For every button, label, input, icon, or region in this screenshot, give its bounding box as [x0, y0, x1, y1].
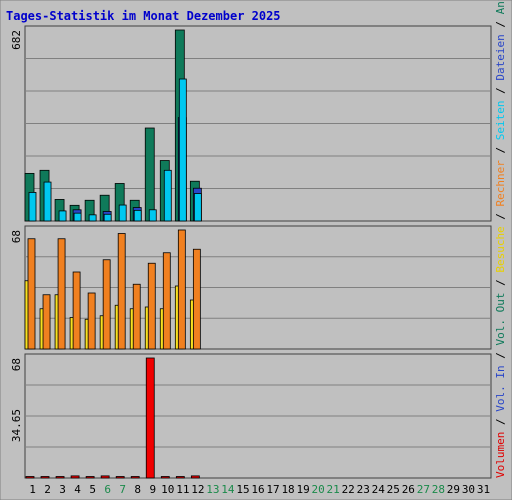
- x-tick-label-29: 29: [447, 483, 460, 496]
- panel-hits: 682: [10, 25, 492, 222]
- x-tick-label-16: 16: [251, 483, 264, 496]
- x-tick-label-2: 2: [44, 483, 51, 496]
- bar-rechner2-day-9: [147, 262, 156, 350]
- x-tick-label-5: 5: [89, 483, 96, 496]
- x-tick-label-23: 23: [357, 483, 370, 496]
- y-max-label: 682: [10, 30, 23, 50]
- legend-separator: /: [494, 213, 507, 226]
- x-tick-label-30: 30: [462, 483, 475, 496]
- bar-seiten-day-8: [133, 209, 142, 222]
- bar-volumen-day-4: [70, 475, 80, 479]
- legend-item-volumen: Volumen: [494, 432, 507, 478]
- x-axis-labels: 1 2 3 4 5 6 7 8 9 10 11 12 13 14 15 16 17 18 19 20 21 22 23 24 2…: [29, 483, 490, 496]
- bar-seiten-day-4: [73, 212, 82, 222]
- x-tick-label-8: 8: [134, 483, 141, 496]
- x-tick-label-19: 19: [296, 483, 309, 496]
- x-tick-label-27: 27: [417, 483, 430, 496]
- y-max-label: 68: [10, 358, 23, 371]
- bar-seiten-day-10: [163, 169, 172, 222]
- x-tick-label-11: 11: [176, 483, 189, 496]
- x-tick-label-6: 6: [104, 483, 111, 496]
- bar-volumen-day-6: [100, 475, 110, 479]
- legend-item-seiten: Seiten: [494, 100, 507, 146]
- y-max-label: 68: [10, 230, 23, 243]
- bar-volumen-day-10: [160, 476, 170, 479]
- legend-separator: /: [494, 279, 507, 292]
- bar-rechner2-day-12: [192, 248, 201, 350]
- bar-rechner2-day-10: [162, 252, 171, 350]
- x-tick-label-20: 20: [312, 483, 325, 496]
- chart-title: Tages-Statistik im Monat Dezember 2025: [6, 9, 281, 23]
- bar-seiten-day-6: [103, 213, 112, 222]
- bar-volumen-day-3: [55, 476, 65, 479]
- legend-item-dateien: Dateien: [494, 34, 507, 87]
- x-tick-label-24: 24: [372, 483, 386, 496]
- x-tick-label-26: 26: [402, 483, 415, 496]
- legend: Volumen / Vol. In / Vol. Out / Besuche /…: [494, 0, 507, 478]
- panel-visits: 68: [10, 225, 492, 350]
- x-tick-label-14: 14: [221, 483, 235, 496]
- bar-seiten-day-12: [193, 193, 202, 222]
- bar-seiten-day-3: [58, 210, 67, 222]
- bar-volumen-day-5: [85, 476, 95, 479]
- x-tick-label-28: 28: [432, 483, 445, 496]
- bar-rechner-day-1: [27, 238, 36, 350]
- bar-rechner-day-3: [57, 238, 66, 350]
- legend-item-vol-in: Vol. In: [494, 365, 507, 418]
- panel-volume: 68 34.65: [10, 353, 492, 479]
- bar-volumen-day-11: [175, 476, 185, 479]
- bar-seiten-day-11: [178, 78, 187, 222]
- bar-rechner2-day-8: [132, 283, 141, 350]
- legend-item-anfragen: Anfragen: [494, 0, 507, 21]
- x-tick-label-7: 7: [119, 483, 126, 496]
- x-tick-label-9: 9: [149, 483, 156, 496]
- legend-text: Volumen / Vol. In / Vol. Out / Besuche /…: [494, 0, 507, 478]
- bar-seiten-day-7: [118, 204, 127, 222]
- bar-seiten-day-1: [28, 192, 37, 222]
- bar-rechner-day-4: [72, 271, 81, 350]
- bar-rechner2-day-11: [177, 229, 186, 350]
- bar-rechner2-day-6: [102, 259, 111, 350]
- x-tick-label-3: 3: [59, 483, 66, 496]
- legend-separator: /: [494, 147, 507, 160]
- bar-seiten-day-2: [43, 181, 52, 222]
- x-tick-label-10: 10: [161, 483, 174, 496]
- bar-volumen-day-8: [130, 476, 140, 479]
- chart-panels: 682 68 68 34.65: [10, 25, 492, 479]
- bar-volumen-day-7: [115, 476, 125, 479]
- bar-volumen-day-1: [25, 476, 35, 479]
- bar-volumen-day-2: [40, 476, 50, 479]
- bar-seiten-day-5: [88, 214, 97, 222]
- x-tick-label-12: 12: [191, 483, 204, 496]
- x-tick-label-15: 15: [236, 483, 249, 496]
- legend-item-besuche: Besuche: [494, 226, 507, 279]
- x-tick-label-18: 18: [281, 483, 294, 496]
- y-mid-label: 34.65: [10, 409, 23, 442]
- x-tick-label-13: 13: [206, 483, 219, 496]
- legend-separator: /: [494, 21, 507, 34]
- x-tick-label-4: 4: [74, 483, 81, 496]
- bar-anfragen-day-9: [144, 127, 155, 222]
- bar-rechner-day-5: [87, 292, 96, 350]
- legend-item-vol-out: Vol. Out: [494, 293, 507, 353]
- legend-separator: /: [494, 418, 507, 431]
- x-tick-label-31: 31: [477, 483, 490, 496]
- legend-separator: /: [494, 87, 507, 100]
- x-tick-label-1: 1: [29, 483, 36, 496]
- bar-rechner-day-2: [42, 294, 51, 350]
- x-tick-label-25: 25: [387, 483, 400, 496]
- bar-rechner2-day-7: [117, 233, 126, 350]
- legend-separator: /: [494, 352, 507, 365]
- bar-volumen-day-12: [190, 475, 200, 479]
- bar-seiten-day-9: [148, 209, 157, 222]
- x-tick-label-17: 17: [266, 483, 279, 496]
- x-tick-label-21: 21: [327, 483, 340, 496]
- x-tick-label-22: 22: [342, 483, 355, 496]
- bar-volumen-day-9: [145, 357, 155, 479]
- legend-item-rechner: Rechner: [494, 160, 507, 213]
